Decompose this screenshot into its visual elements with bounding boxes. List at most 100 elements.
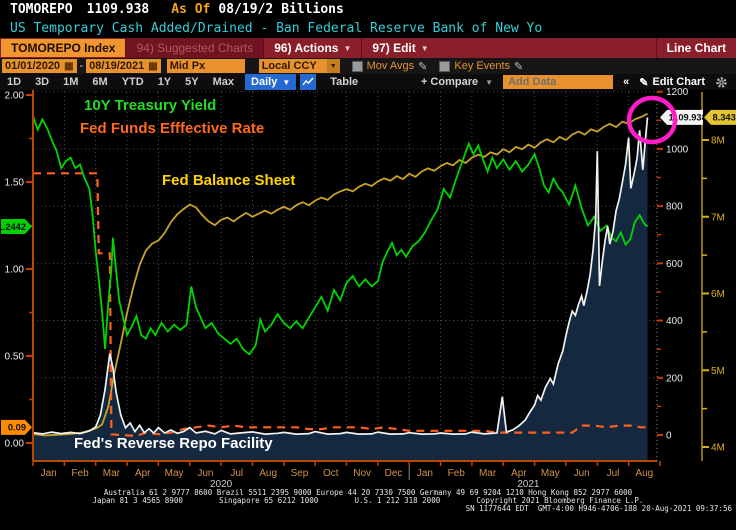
month-label: Jul — [607, 468, 620, 479]
range-button-1d[interactable]: 1D — [7, 76, 22, 88]
right-axis-tick-label: 200 — [666, 373, 683, 384]
month-label: May — [541, 468, 560, 479]
compare-label: + Compare — [420, 76, 479, 88]
ticker-symbol: TOMOREPO — [10, 2, 73, 17]
calendar-icon[interactable]: ▦ — [148, 60, 158, 72]
month-label: Mar — [479, 468, 497, 479]
footer-phones-line1: Australia 61 2 9777 8600 Brazil 5511 239… — [103, 488, 633, 497]
outer-axis-tick-label: 8M — [711, 136, 725, 147]
date-range-separator: - — [79, 60, 84, 72]
treasury-last-badge-text: 1.2442 — [0, 222, 26, 232]
calendar-icon[interactable]: ▦ — [64, 60, 74, 72]
date-to-input[interactable]: 08/19/2021 ▦ — [86, 59, 161, 73]
edit-chart-label: Edit Chart — [652, 76, 705, 88]
balance-sheet-last-badge-text: 8.343M — [713, 113, 736, 123]
date-from-input[interactable]: 01/01/2020 ▦ — [2, 59, 77, 73]
month-label: Jan — [41, 468, 57, 479]
reverse-repo-last-badge — [660, 109, 703, 125]
last-value: 1109.938 — [86, 2, 150, 17]
security-header: TOMOREPO 1109.938 As Of 08/19/2 Billions — [0, 0, 736, 19]
units-label: Billions — [281, 2, 344, 17]
range-button-3d[interactable]: 3D — [35, 76, 50, 88]
pencil-icon[interactable]: ✎ — [418, 60, 428, 73]
collapse-panel-button[interactable]: « — [623, 76, 630, 88]
edit-menu[interactable]: 97) Edit ▼ — [361, 38, 438, 58]
chevron-down-icon: ▼ — [282, 77, 291, 87]
fed-funds-last-badge-text: 0.09 — [8, 423, 26, 433]
right-axis-tick-label: 0 — [666, 431, 672, 442]
period-bar: 1D 3D 1M 6M YTD 1Y 5Y Max Daily ▼ Table + Compa… — [0, 74, 736, 90]
currency-select[interactable]: Local CCY ▼ — [258, 59, 340, 73]
suggested-charts-button[interactable]: 94) Suggested Charts — [125, 38, 264, 58]
function-menu-bar: TOMOREPO Index 94) Suggested Charts 96) … — [0, 38, 736, 58]
range-button-1m[interactable]: 1M — [63, 76, 79, 88]
as-of-label: As Of — [171, 2, 211, 17]
actions-menu[interactable]: 96) Actions ▼ — [263, 38, 361, 58]
month-label: Apr — [511, 468, 527, 479]
mov-avgs-label[interactable]: Mov Avgs — [366, 60, 415, 72]
month-label: Oct — [323, 468, 339, 479]
year-label: 2021 — [517, 479, 540, 490]
right-axis-tick-label: 1200 — [666, 87, 689, 98]
annotation-balance-sheet: Fed Balance Sheet — [162, 172, 295, 189]
key-events-checkbox[interactable] — [439, 60, 451, 72]
month-label: Aug — [635, 468, 653, 479]
chart-type-icon[interactable] — [300, 74, 317, 90]
month-label: Dec — [385, 468, 403, 479]
settings-gear-icon[interactable] — [715, 76, 728, 89]
date-from-value: 01/01/2020 — [5, 60, 61, 72]
chart-controls-bar: 01/01/2020 ▦ - 08/19/2021 ▦ Mid Px Local… — [0, 58, 736, 74]
month-label: Feb — [71, 468, 89, 479]
price-field-value: Mid Px — [169, 60, 206, 72]
as-of-date: 08/19/2 — [218, 2, 274, 17]
currency-value: Local CCY — [258, 59, 327, 73]
add-data-input[interactable]: Add Data — [503, 75, 614, 89]
left-axis-tick-label: 0.00 — [5, 439, 25, 450]
footer-session-info: SN 1177644 EDT GMT-4:00 H946-4706-188 20… — [465, 504, 732, 513]
right-axis-tick-label: 400 — [666, 316, 683, 327]
compare-button[interactable]: + Compare ▼ — [421, 76, 493, 88]
pencil-icon: ✎ — [639, 76, 649, 89]
month-label: May — [165, 468, 184, 479]
chevron-down-icon: ▼ — [485, 78, 494, 87]
outer-axis-tick-label: 4M — [711, 443, 725, 454]
month-label: Aug — [259, 468, 277, 479]
ticker-tab[interactable]: TOMOREPO Index — [1, 39, 126, 57]
outer-axis-tick-label: 7M — [711, 212, 725, 223]
footer-phones-line2: Japan 81 3 4565 8900 Singapore 65 6212 1… — [92, 496, 644, 505]
fed-balance-sheet-line — [32, 112, 648, 437]
edit-label: 97) Edit — [372, 41, 416, 55]
price-field-input[interactable]: Mid Px — [166, 59, 245, 73]
range-button-ytd[interactable]: YTD — [121, 76, 144, 88]
outer-axis-tick-label: 6M — [711, 289, 725, 300]
left-axis-tick-label: 1.00 — [5, 265, 25, 276]
annotation-treasury-yield: 10Y Treasury Yield — [84, 97, 216, 114]
date-to-value: 08/19/2021 — [89, 60, 145, 72]
security-description: US Temporary Cash Added/Drained - Ban Fe… — [10, 21, 543, 36]
security-description-row: US Temporary Cash Added/Drained - Ban Fe… — [0, 19, 736, 38]
frequency-dropdown[interactable]: Daily ▼ — [245, 74, 297, 90]
range-button-5y[interactable]: 5Y — [185, 76, 199, 88]
month-label: Apr — [135, 468, 151, 479]
range-button-6m[interactable]: 6M — [92, 76, 108, 88]
pencil-icon[interactable]: ✎ — [514, 60, 524, 73]
balance-sheet-last-badge — [704, 109, 736, 125]
year-label: 2020 — [210, 479, 233, 490]
month-label: Mar — [103, 468, 121, 479]
chevron-down-icon: ▼ — [343, 43, 352, 53]
mov-avgs-checkbox[interactable] — [351, 60, 363, 72]
range-button-max[interactable]: Max — [212, 76, 235, 88]
range-button-1y[interactable]: 1Y — [157, 76, 172, 88]
reverse-repo-line — [32, 117, 649, 435]
month-label: Jun — [574, 468, 590, 479]
range-buttons: 1D 3D 1M 6M YTD 1Y 5Y Max — [0, 76, 241, 88]
treasury-last-badge — [1, 219, 32, 235]
outer-axis-tick-label: 5M — [711, 366, 725, 377]
key-events-label[interactable]: Key Events — [454, 60, 510, 72]
table-button[interactable]: Table — [330, 76, 359, 88]
edit-chart-button[interactable]: ✎ Edit Chart — [639, 76, 705, 89]
view-mode-label[interactable]: Line Chart — [655, 38, 736, 58]
chevron-down-icon: ▼ — [326, 59, 340, 73]
